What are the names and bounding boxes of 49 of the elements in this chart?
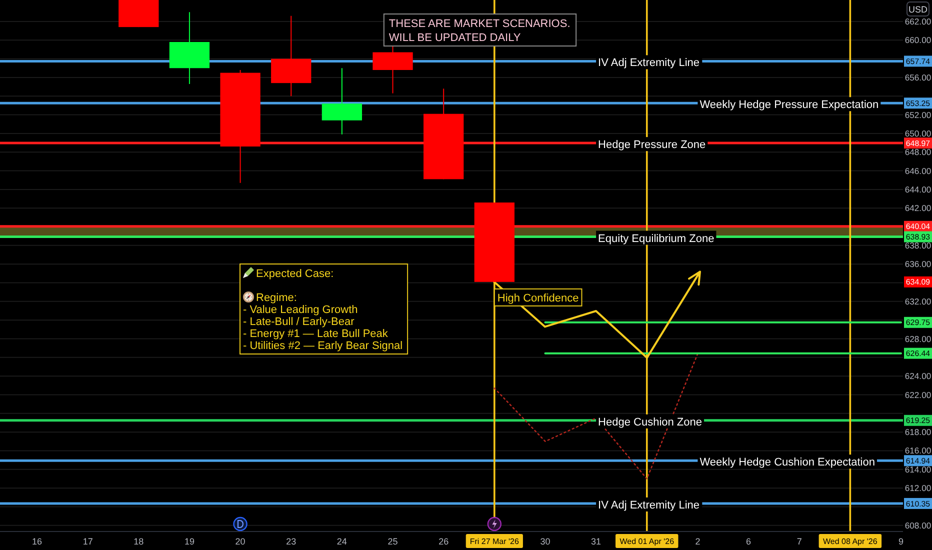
x-tick-label: 6	[746, 536, 752, 546]
y-tick-label: 616.00	[904, 446, 932, 456]
y-tick-label: 652.00	[904, 110, 932, 120]
x-tick-label: 24	[336, 536, 347, 546]
y-tick-label: 662.00	[904, 16, 932, 26]
y-tick-label: 622.00	[904, 390, 932, 400]
band-label: Equity Equilibrium Zone	[598, 232, 714, 245]
y-tick-label: 614.00	[904, 464, 932, 474]
y-tick-label: 636.00	[904, 259, 932, 270]
x-tick-label: 9	[898, 536, 904, 546]
ref-line-label: Weekly Hedge Cushion Expectation	[700, 456, 876, 469]
y-tick-label: 660.00	[904, 35, 932, 46]
x-tick-label: 19	[184, 536, 194, 546]
annotation: Expected Case: Regime: - Value Leading Growth - Late-Bull / Early-Bear - Energy #1 — Late Bull Peak - Utilities #2 — Early Bear Signal	[243, 268, 403, 352]
y-tick-label: 628.00	[904, 334, 932, 344]
y-axis-title: USD	[908, 4, 928, 14]
y-tick-label: 656.00	[904, 72, 932, 82]
x-tick-label: Wed 01 Apr '26	[620, 537, 675, 546]
x-tick-label: 30	[540, 536, 550, 546]
y-tick-label: 650.00	[904, 128, 932, 138]
ref-line-label: Hedge Cushion Zone	[598, 416, 702, 428]
x-tick-label: 17	[82, 536, 93, 546]
ref-line-label: IV Adj Extremity Line	[598, 499, 700, 512]
y-tick-label: 642.00	[904, 203, 932, 214]
ref-line-label: Weekly Hedge Pressure Expectation	[700, 99, 879, 112]
x-tick-label: 20	[235, 536, 246, 546]
annotation: High Confidence	[497, 292, 579, 304]
y-tick-label: 638.00	[904, 240, 932, 250]
x-tick-label: Fri 27 Mar '26	[470, 537, 520, 546]
y-tick-label: 618.00	[904, 427, 932, 438]
x-tick-label: 18	[134, 536, 144, 546]
x-tick-label: 16	[32, 536, 42, 546]
y-tick-label: 632.00	[904, 296, 932, 306]
x-tick-label: Wed 08 Apr '26	[823, 537, 878, 546]
x-tick-label: 31	[591, 536, 602, 546]
annotation: THESE ARE MARKET SCENARIOS. WILL BE UPDATED DAILY	[388, 18, 570, 44]
y-tick-label: 612.00	[904, 483, 932, 494]
y-tick-label: 624.00	[904, 371, 932, 382]
y-tick-label: 648.00	[904, 147, 932, 158]
x-tick-label: 2	[695, 536, 700, 546]
x-tick-label: 23	[286, 536, 296, 546]
y-tick-label: 646.00	[904, 166, 932, 176]
y-tick-label: 644.00	[904, 184, 932, 194]
ref-line-label: IV Adj Extremity Line	[598, 57, 700, 70]
y-tick-label: 608.00	[904, 520, 932, 530]
x-tick-label: 26	[438, 536, 449, 546]
ref-line-label: Hedge Pressure Zone	[598, 139, 706, 152]
x-tick-label: 25	[388, 536, 398, 546]
x-tick-label: 7	[796, 536, 802, 546]
